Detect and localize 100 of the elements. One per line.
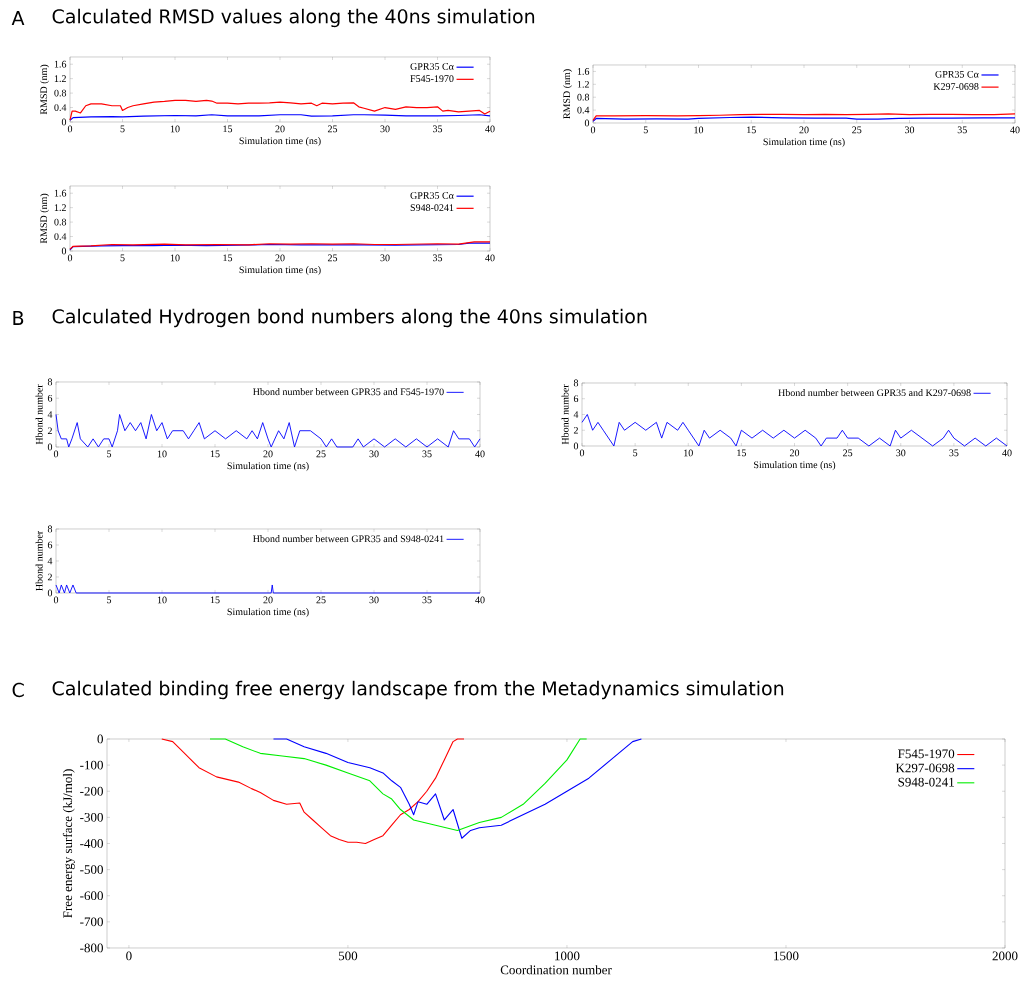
x-tick-label: 0 [67,254,73,262]
y-tick-label: -100 [80,760,103,770]
x-tick-label: 35 [432,254,443,262]
x-tick-label: 25 [316,450,326,458]
legend-label: GPR35 Cα [935,70,979,78]
x-tick-label: 0 [590,126,596,134]
line-series [581,414,1008,447]
y-tick-label: 4 [47,557,53,565]
x-tick-label: 1500 [774,951,799,961]
x-tick-label: 25 [316,596,326,604]
y-tick-label: 1.6 [577,68,590,75]
x-tick-label: 40 [1010,126,1020,134]
legend-label: GPR35 Cα [410,192,454,199]
x-axis-title: Simulation time (ns) [754,461,836,471]
chart-title: Calculated binding free energy landscape from the Metadynamics simulation [52,680,784,700]
y-tick-label: 1.2 [54,75,66,83]
x-tick-label: 30 [380,125,390,133]
x-tick-label: 2000 [992,951,1018,961]
line-series [161,738,465,845]
y-tick-label: -300 [80,812,103,822]
y-tick-label: 1.6 [54,60,67,68]
y-tick-label: 0.8 [54,89,67,97]
x-tick-label: 1000 [555,951,580,961]
y-tick-label: -600 [80,891,103,901]
x-tick-label: 30 [896,449,906,457]
x-axis-title: Coordination number [500,965,612,975]
x-tick-label: 30 [369,596,379,604]
y-tick-label: 0 [584,119,590,127]
y-tick-label: -700 [80,917,103,927]
y-tick-label: 2 [573,426,578,434]
x-tick-label: 40 [485,125,495,133]
y-tick-label: 6 [47,541,53,549]
x-tick-label: 25 [843,449,853,457]
text: B [13,311,24,325]
y-tick-label: 0.4 [577,106,590,114]
line-series [209,738,588,831]
y-tick-label: -800 [80,943,103,953]
x-tick-label: 5 [120,254,125,262]
x-tick-label: 10 [157,450,167,458]
x-tick-label: 500 [338,951,358,961]
y-tick-label: 2 [47,427,52,435]
y-tick-label: 6 [47,394,53,402]
y-tick-label: 1.6 [54,189,67,197]
x-tick-label: 15 [223,254,233,262]
y-tick-label: 0 [61,118,67,126]
x-tick-label: 0 [67,125,73,133]
y-axis-title: Hbond number [35,384,43,445]
x-axis-title: Simulation time (ns) [239,266,321,276]
y-tick-label: 1.2 [54,204,66,212]
y-axis-title: Free energy surface (kJ/mol) [62,769,75,918]
x-tick-label: 30 [904,126,915,134]
y-tick-label: 0 [573,442,579,450]
y-tick-label: 8 [47,525,53,533]
x-tick-label: 5 [120,125,125,133]
y-axis-title: Hbond number [35,530,43,591]
x-tick-label: 20 [799,126,809,134]
y-tick-label: 4 [573,411,579,418]
x-tick-label: 15 [210,596,220,604]
x-tick-label: 20 [275,254,285,262]
legend-label: F545-1970 [898,749,955,759]
y-tick-label: 1.2 [577,80,589,88]
x-tick-label: 5 [643,126,648,134]
y-tick-label: -400 [80,839,103,848]
x-tick-label: 15 [223,125,233,133]
y-axis-title: RMSD (nm) [40,193,50,244]
legend-label: S948-0241 [410,204,454,211]
x-tick-label: 40 [475,450,485,458]
y-tick-label: 4 [47,411,53,418]
y-axis-title: RMSD (nm) [40,64,50,115]
y-tick-label: 0.4 [54,233,67,240]
x-tick-label: 25 [852,126,862,134]
legend-label: K297-0698 [895,763,955,773]
y-tick-label: -500 [80,865,103,874]
x-tick-label: 15 [747,126,756,134]
y-tick-label: 0 [47,589,53,597]
x-tick-label: 20 [275,125,285,133]
y-tick-label: 0.4 [54,104,67,111]
legend-label: Hbond number between GPR35 and F545-1970 [253,388,444,396]
x-axis-title: Simulation time (ns) [227,462,309,472]
x-tick-label: 30 [380,254,390,262]
x-tick-label: 10 [170,125,180,133]
legend-label: GPR35 Cα [410,63,454,70]
y-tick-label: 6 [573,395,579,403]
legend-label: Hbond number between GPR35 and S948-0241 [253,535,444,543]
chart-title: Calculated Hydrogen bond numbers along the 40ns simulation [52,308,647,328]
line-series [592,113,1016,122]
x-axis-title: Simulation time (ns) [227,608,309,618]
x-tick-label: 5 [107,450,112,458]
x-tick-label: 20 [263,596,273,604]
x-tick-label: 35 [949,449,959,457]
y-tick-label: 0 [61,247,67,255]
x-tick-label: 30 [369,450,379,458]
x-tick-label: 35 [422,450,432,458]
x-tick-label: 10 [684,449,693,457]
x-tick-label: 25 [327,254,338,262]
legend-label: S948-0241 [898,777,954,787]
x-tick-label: 5 [633,449,638,457]
text: C [12,682,24,698]
x-tick-label: 10 [170,254,180,262]
text: A [11,11,25,25]
